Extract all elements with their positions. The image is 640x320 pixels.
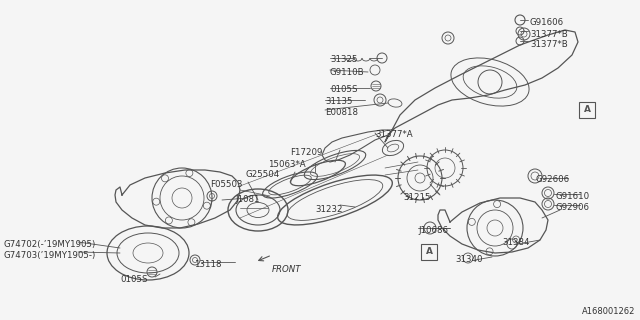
Text: 31377*A: 31377*A (375, 130, 413, 139)
Text: G91606: G91606 (530, 18, 564, 27)
Text: G92906: G92906 (555, 203, 589, 212)
Text: G92606: G92606 (535, 175, 569, 184)
Text: 31384: 31384 (502, 238, 529, 247)
Text: 31135: 31135 (325, 97, 353, 106)
Text: 31340: 31340 (455, 255, 483, 264)
Text: 31377*B: 31377*B (530, 40, 568, 49)
Text: G91610: G91610 (555, 192, 589, 201)
Text: 13118: 13118 (194, 260, 221, 269)
Text: 31232: 31232 (315, 205, 342, 214)
Text: J10686: J10686 (418, 226, 448, 235)
Text: 0105S: 0105S (120, 275, 147, 284)
Text: G25504: G25504 (245, 170, 279, 179)
Text: 31377*B: 31377*B (530, 30, 568, 39)
Text: F17209: F17209 (290, 148, 323, 157)
Text: G9110B: G9110B (330, 68, 365, 77)
Text: 31325: 31325 (330, 55, 358, 64)
Text: G74703(’19MY1905-): G74703(’19MY1905-) (4, 251, 96, 260)
Text: 31215: 31215 (403, 193, 431, 202)
Text: 15063*A: 15063*A (268, 160, 306, 169)
Text: FRONT: FRONT (272, 265, 301, 274)
Text: A168001262: A168001262 (582, 307, 635, 316)
Text: G74702(-’19MY1905): G74702(-’19MY1905) (4, 240, 96, 249)
Text: J1081: J1081 (235, 195, 259, 204)
Text: A: A (584, 106, 591, 115)
Text: E00818: E00818 (325, 108, 358, 117)
Text: 0105S: 0105S (330, 85, 358, 94)
Text: F05503: F05503 (210, 180, 243, 189)
Text: A: A (426, 247, 433, 257)
